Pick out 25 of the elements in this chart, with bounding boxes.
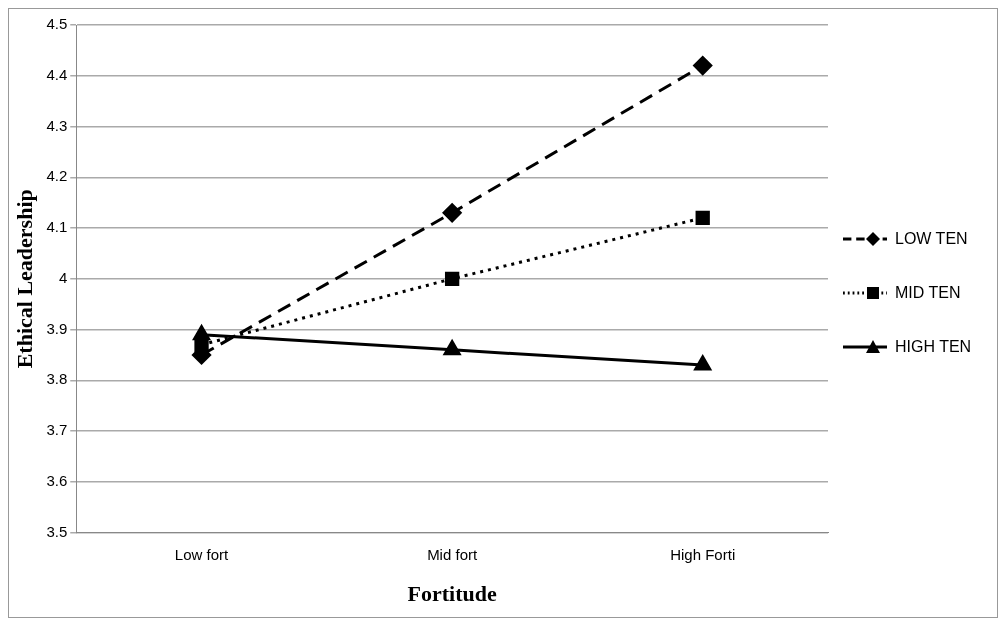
point: [444, 271, 460, 286]
y-tick-label: 3.5: [46, 522, 68, 540]
x-axis-title: Fortitude: [407, 581, 497, 607]
y-tick-label: 3.8: [46, 370, 68, 388]
x-tick-label: Mid fort: [427, 545, 478, 563]
legend-label: LOW TEN: [895, 230, 968, 248]
legend-label: MID TEN: [895, 284, 961, 302]
y-tick-label: 4: [58, 268, 68, 286]
point: [695, 210, 710, 226]
y-tick-label: 4.2: [46, 167, 68, 185]
point: [694, 355, 712, 371]
x-tick-label: High Forti: [670, 545, 736, 563]
point: [443, 340, 461, 356]
legend-label: HIGH TEN: [895, 338, 972, 356]
y-tick-label: 4.1: [46, 218, 68, 236]
y-tick-label: 4.3: [46, 116, 68, 134]
x-tick-label: Low fort: [174, 545, 230, 563]
y-tick-label: 3.7: [46, 421, 68, 439]
y-tick-label: 3.6: [46, 471, 68, 489]
point: [693, 56, 713, 76]
y-tick-label: 4.5: [46, 15, 68, 33]
y-tick-label: 4.4: [46, 65, 68, 83]
point: [442, 203, 462, 223]
y-axis-title: Ethical Leadership: [11, 189, 37, 369]
y-tick-label: 3.9: [46, 319, 68, 337]
